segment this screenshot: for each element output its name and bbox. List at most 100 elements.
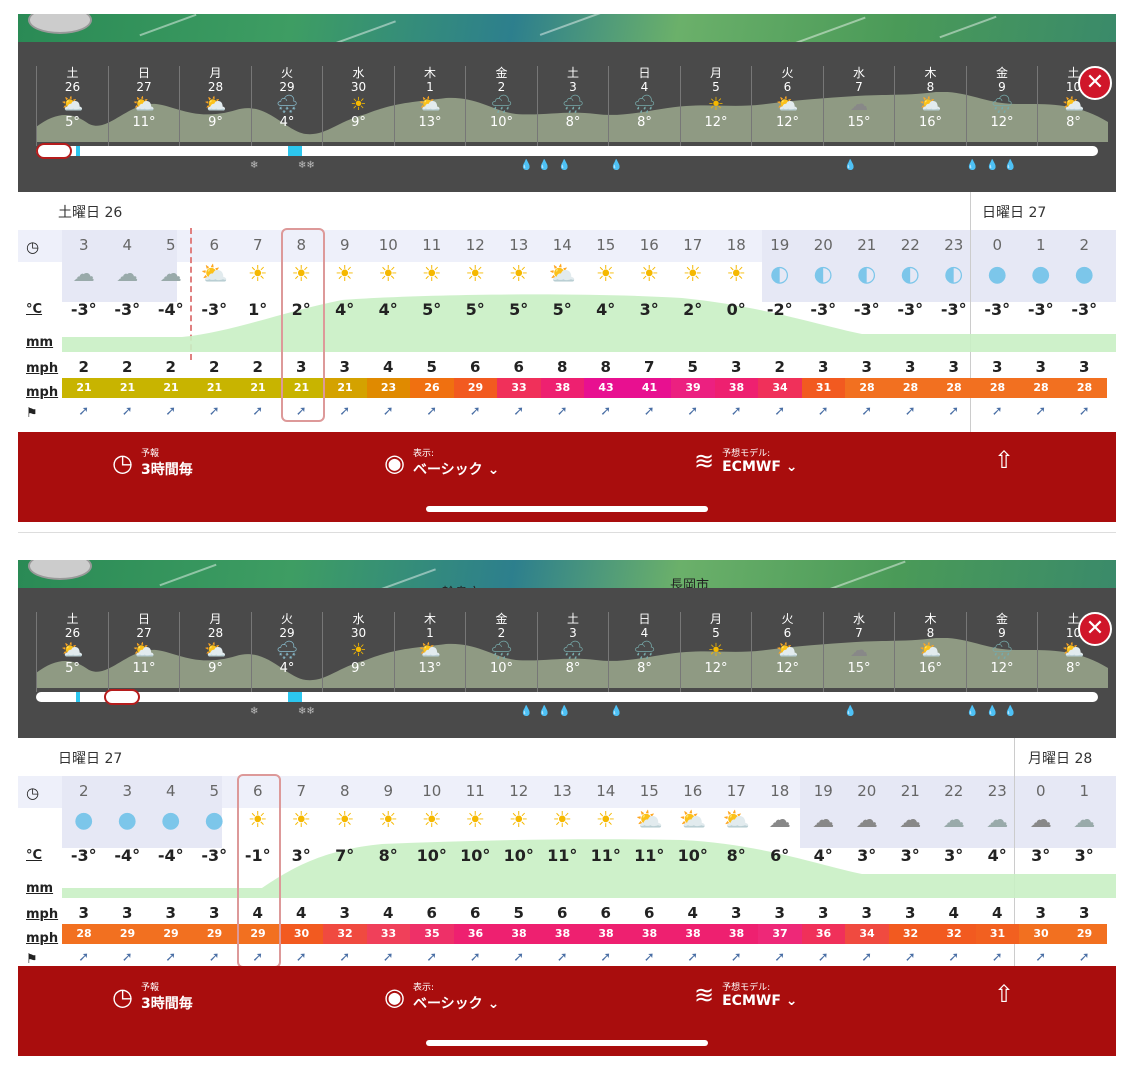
selected-hour-box[interactable] (280, 228, 325, 422)
view-mode-value: ベーシック (412, 462, 483, 478)
hour-label: 8 (296, 236, 307, 254)
overview-day[interactable]: 土 10 ⛅ 8° (1037, 66, 1109, 146)
overview-day[interactable]: 月 28 ⛅ 9° (179, 612, 251, 692)
overview-day[interactable]: 月 28 ⛅ 9° (179, 66, 251, 146)
day-of-week: 金 (995, 66, 1008, 80)
rain-icon: 🌧 (990, 94, 1014, 115)
day-date: 3 (569, 626, 577, 640)
overview-day[interactable]: 火 6 ⛅ 12° (751, 612, 823, 692)
wind-speed: 3 (818, 358, 829, 376)
close-button[interactable]: ✕ (1078, 66, 1112, 100)
day-date: 2 (497, 80, 506, 94)
clock-icon: ◷ (26, 784, 40, 802)
wind-direction-arrow: ➚ (469, 950, 481, 965)
hour-temp: 4° (335, 300, 355, 319)
overview-day[interactable]: 日 27 ⛅ 11° (107, 612, 180, 692)
home-indicator (426, 1040, 708, 1046)
overview-day[interactable]: 木 8 ⛅ 16° (894, 612, 966, 692)
share-button[interactable]: ⇧ (994, 446, 1022, 474)
overview-day[interactable]: 金 9 🌧 12° (965, 66, 1038, 146)
overview-day[interactable]: 月 5 ☀ 12° (679, 66, 752, 146)
sun-icon: ☀ (421, 808, 442, 833)
overview-day[interactable]: 水 30 ☀ 9° (322, 612, 394, 692)
overview-day[interactable]: 木 1 ⛅ 13° (393, 66, 466, 146)
overview-day[interactable]: 月 5 ☀ 12° (679, 612, 752, 692)
slider-thumb[interactable] (36, 143, 72, 159)
day-date: 5 (712, 80, 720, 94)
hour-temp: 5° (465, 300, 485, 319)
moon-icon: ◐ (944, 262, 964, 287)
overview-day[interactable]: 水 7 ☁ 15° (822, 66, 895, 146)
day-temp: 9° (208, 115, 223, 130)
day-temp: 10° (489, 115, 514, 130)
forecast-overview[interactable]: ✕ 土 26 ⛅ 5° 日 27 ⛅ 11° 月 28 ⛅ 9° 火 29 🌨 4° 水 30 ☀ 9° 木 1 ⛅ 13° 金… (18, 42, 1116, 192)
close-button[interactable]: ✕ (1078, 612, 1112, 646)
overview-day[interactable]: 火 29 🌨 4° (250, 612, 323, 692)
hour-label: 6 (252, 782, 263, 800)
view-mode-button[interactable]: ◉ 表示: ベーシック ⌄ (384, 980, 499, 1013)
overview-day[interactable]: 水 7 ☁ 15° (822, 612, 895, 692)
hour-label: 0 (1035, 782, 1046, 800)
overview-day[interactable]: 金 2 🌧 10° (465, 612, 537, 692)
overview-day[interactable]: 土 3 🌧 8° (536, 612, 609, 692)
timeline-slider[interactable] (36, 689, 1098, 705)
hour-temp: 4° (378, 300, 398, 319)
forecast-interval-button[interactable]: ◷ 予報 3時間毎 (112, 446, 193, 479)
overview-day[interactable]: 土 26 ⛅ 5° (36, 66, 108, 146)
cloudy-icon: ☁ (899, 808, 922, 833)
wind-direction-arrow: ➚ (687, 404, 699, 419)
screenshot-top: ✕ 土 26 ⛅ 5° 日 27 ⛅ 11° 月 28 ⛅ 9° 火 29 🌨 4° 水 30 ☀ 9° 木 1 ⛅ 13° 金… (18, 0, 1116, 522)
hour-label: 23 (944, 236, 964, 254)
gust-cell: 38 (540, 378, 585, 398)
overview-day[interactable]: 日 4 🌧 8° (608, 612, 680, 692)
wind-direction-arrow: ➚ (904, 950, 916, 965)
day-temp: 5° (65, 661, 80, 676)
overview-day[interactable]: 火 29 🌨 4° (250, 66, 323, 146)
timeline-slider[interactable] (36, 143, 1098, 159)
hourly-detail[interactable]: 土曜日 26 日曜日 27 ◷ °C mm mph mph ⚑ 3 ☁ -3° 2 ➚ 4… (18, 192, 1116, 432)
overview-day[interactable]: 火 6 ⛅ 12° (751, 66, 823, 146)
day-temp: 12° (775, 661, 800, 676)
clock-icon: ◷ (112, 448, 133, 477)
precip-unit-label: mm (26, 335, 54, 350)
selected-hour-box[interactable] (237, 774, 281, 968)
overview-day[interactable]: 金 9 🌧 12° (965, 612, 1038, 692)
forecast-overview[interactable]: ✕ 土 26 ⛅ 5° 日 27 ⛅ 11° 月 28 ⛅ 9° 火 29 🌨 4° 水 30 ☀ 9° 木 1 ⛅ 13° 金… (18, 588, 1116, 738)
overview-day[interactable]: 日 4 🌧 8° (608, 66, 680, 146)
hourly-detail[interactable]: 日曜日 27 月曜日 28 ◷ °C mm mph mph ⚑ 2 ● -3° 3 ➚ 3… (18, 738, 1116, 968)
overview-day[interactable]: 木 8 ⛅ 16° (894, 66, 966, 146)
share-button[interactable]: ⇧ (994, 980, 1022, 1008)
hour-temp: 10° (460, 846, 491, 865)
gust-cell: 35 (410, 924, 454, 944)
wind-direction-arrow: ➚ (600, 950, 612, 965)
hour-label: 18 (726, 236, 746, 254)
hour-temp: 3° (944, 846, 964, 865)
day-date: 29 (279, 80, 295, 94)
view-mode-button[interactable]: ◉ 表示: ベーシック ⌄ (384, 446, 499, 479)
moon-icon: ◐ (813, 262, 833, 287)
day-of-week: 日 (137, 66, 150, 80)
day-temp: 9° (351, 115, 366, 130)
model-select-button[interactable]: ≋ 予想モデル: ECMWF ⌄ (694, 446, 798, 476)
overview-day[interactable]: 水 30 ☀ 9° (322, 66, 394, 146)
hour-temp: -3° (984, 300, 1011, 319)
hour-temp: -4° (157, 300, 184, 319)
hour-temp: 4° (813, 846, 833, 865)
day-temp: 12° (775, 115, 800, 130)
overview-day[interactable]: 木 1 ⛅ 13° (393, 612, 466, 692)
overview-day[interactable]: 土 10 ⛅ 8° (1037, 612, 1109, 692)
overview-day[interactable]: 土 3 🌧 8° (536, 66, 609, 146)
overview-day[interactable]: 土 26 ⛅ 5° (36, 612, 108, 692)
model-select-button[interactable]: ≋ 予想モデル: ECMWF ⌄ (694, 980, 798, 1010)
hour-label: 12 (465, 236, 485, 254)
day-header: 土曜日 26 (58, 205, 123, 221)
forecast-interval-button[interactable]: ◷ 予報 3時間毎 (112, 980, 193, 1013)
day-of-week: 水 (352, 612, 365, 626)
wind-direction-arrow: ➚ (208, 950, 220, 965)
overview-day[interactable]: 金 2 🌧 10° (465, 66, 537, 146)
hour-label: 18 (770, 782, 790, 800)
slider-thumb[interactable] (104, 689, 140, 705)
wind-direction-arrow: ➚ (382, 950, 394, 965)
wind-speed: 2 (252, 358, 263, 376)
overview-day[interactable]: 日 27 ⛅ 11° (107, 66, 180, 146)
